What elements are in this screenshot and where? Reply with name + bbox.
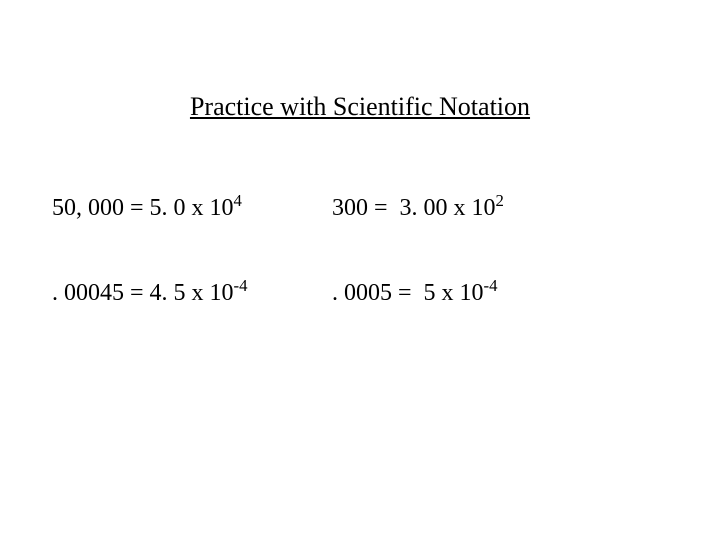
exp-text: -4 xyxy=(484,276,498,295)
base-text: 10 xyxy=(460,280,484,306)
value-text: 50, 000 xyxy=(52,195,124,221)
exp-text: 4 xyxy=(234,191,242,210)
base-text: 10 xyxy=(210,280,234,306)
times-text: x xyxy=(442,280,460,306)
value-text: 300 xyxy=(332,195,368,221)
times-text: x xyxy=(454,195,472,221)
equals-text: = xyxy=(130,280,150,306)
base-text: 10 xyxy=(472,195,496,221)
coef-text: 3. 00 xyxy=(400,195,448,221)
equals-text: = xyxy=(398,280,424,306)
coef-text: 5. 0 xyxy=(150,195,186,221)
coef-text: 4. 5 xyxy=(150,280,186,306)
value-text: . 0005 xyxy=(332,280,392,306)
base-text: 10 xyxy=(210,195,234,221)
equation-cell: . 00045 = 4. 5 x 10-4 xyxy=(52,280,248,307)
equation-cell: . 0005 = 5 x 10-4 xyxy=(332,280,498,307)
times-text: x xyxy=(192,195,210,221)
exp-text: 2 xyxy=(496,191,504,210)
exp-text: -4 xyxy=(234,276,248,295)
times-text: x xyxy=(192,280,210,306)
equals-text: = xyxy=(374,195,400,221)
equation-cell: 300 = 3. 00 x 102 xyxy=(332,195,504,222)
coef-text: 5 xyxy=(424,280,436,306)
page-title: Practice with Scientific Notation xyxy=(0,92,720,122)
value-text: . 00045 xyxy=(52,280,124,306)
equation-cell: 50, 000 = 5. 0 x 104 xyxy=(52,195,242,222)
equals-text: = xyxy=(130,195,150,221)
